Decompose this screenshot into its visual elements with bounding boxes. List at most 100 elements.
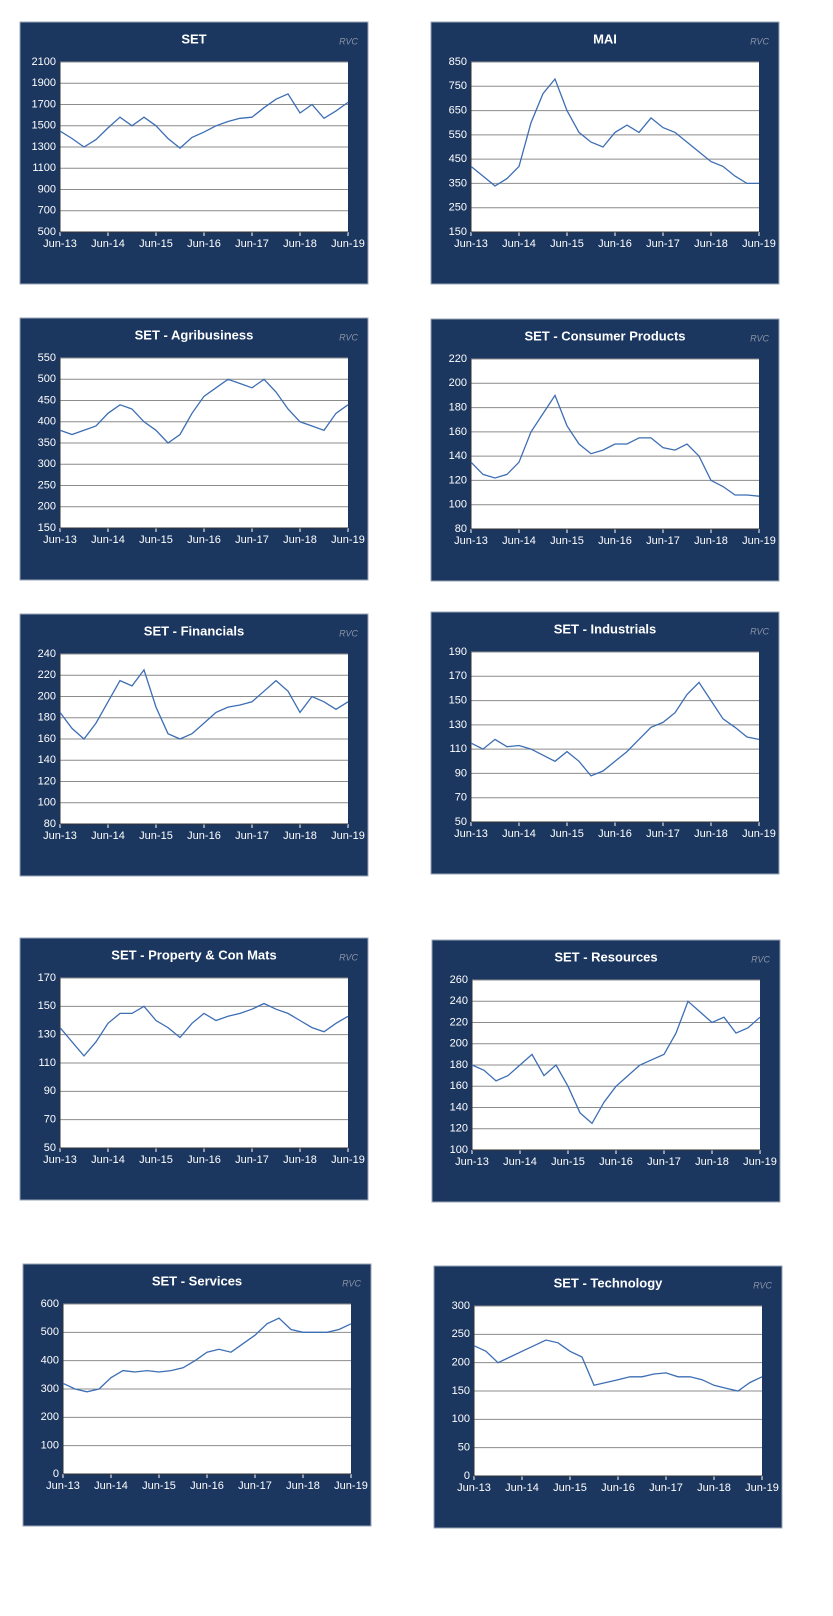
x-tick-label: Jun-18 [283,534,317,546]
x-tick-label: Jun-15 [139,238,173,250]
chart-panel: SET - Technology RVC 0 50 100 150 200 250 300 Jun… [433,1265,783,1529]
chart-title: SET - Industrials [554,621,657,636]
y-tick-label: 150 [38,1000,56,1012]
y-tick-label: 90 [44,1085,56,1097]
chart-title: SET - Resources [554,949,657,964]
y-tick-label: 180 [38,712,56,724]
x-tick-label: Jun-17 [235,238,269,250]
y-tick-label: 0 [53,1468,59,1480]
x-tick-label: Jun-14 [91,534,125,546]
x-tick-label: Jun-19 [742,828,776,840]
x-tick-label: Jun-18 [286,1480,320,1492]
watermark: RVC [750,36,769,46]
x-tick-label: Jun-15 [550,238,584,250]
x-tick-label: Jun-13 [43,830,77,842]
watermark: RVC [339,36,358,46]
y-tick-label: 50 [44,1142,56,1154]
watermark: RVC [339,332,358,342]
x-tick-label: Jun-18 [283,1154,317,1166]
y-tick-label: 170 [38,972,56,984]
x-tick-label: Jun-15 [139,830,173,842]
plot-area [471,652,759,822]
y-tick-label: 240 [450,995,468,1007]
y-tick-label: 100 [41,1440,59,1452]
chart-panel: SET - Services RVC 0 100 200 300 400 500 600 Jun-… [22,1263,372,1527]
y-tick-label: 450 [38,394,56,406]
line-series [470,393,760,497]
y-tick-label: 110 [449,743,467,755]
y-tick-label: 100 [449,499,467,511]
plot-area [471,62,759,232]
watermark: RVC [342,1278,361,1288]
y-tick-label: 180 [450,1059,468,1071]
y-tick-label: 130 [449,719,467,731]
x-tick-label: Jun-19 [331,238,365,250]
x-tick-label: Jun-14 [91,830,125,842]
x-tick-label: Jun-13 [454,238,488,250]
x-tick-label: Jun-16 [187,238,221,250]
x-tick-label: Jun-18 [695,1156,729,1168]
x-tick-label: Jun-16 [598,828,632,840]
y-tick-label: 1900 [32,77,56,89]
y-tick-label: 550 [449,129,467,141]
y-tick-label: 80 [455,523,467,535]
x-tick-label: Jun-17 [647,1156,681,1168]
y-tick-label: 850 [449,56,467,68]
x-tick-label: Jun-19 [742,238,776,250]
y-tick-label: 400 [38,416,56,428]
y-tick-label: 500 [38,373,56,385]
chart-panel: SET - Industrials RVC 50 70 90 110 130 150 170 19… [430,611,780,875]
y-tick-label: 160 [38,733,56,745]
y-tick-label: 190 [449,646,467,658]
chart-panel: SET RVC 500 700 900 1100 1300 1500 1700 1900 2100 J… [19,21,369,285]
y-tick-label: 700 [38,205,56,217]
y-tick-label: 200 [450,1038,468,1050]
y-tick-label: 130 [38,1029,56,1041]
x-tick-label: Jun-15 [142,1480,176,1492]
x-tick-label: Jun-15 [550,535,584,547]
x-tick-label: Jun-13 [454,535,488,547]
x-tick-label: Jun-19 [331,830,365,842]
x-tick-label: Jun-16 [601,1482,635,1494]
chart-panel: SET - Agribusiness RVC 150 200 250 300 350 400 4… [19,317,369,581]
x-tick-label: Jun-13 [455,1156,489,1168]
line-series [59,378,349,444]
x-tick-label: Jun-16 [187,534,221,546]
y-tick-label: 200 [41,1411,59,1423]
x-tick-label: Jun-16 [187,830,221,842]
chart-panel: SET - Resources RVC 100 120 140 160 180 200 220 2… [431,939,781,1203]
x-tick-label: Jun-13 [454,828,488,840]
y-tick-label: 1700 [32,98,56,110]
chart-title: SET - Financials [144,623,244,638]
x-tick-label: Jun-18 [694,828,728,840]
x-tick-label: Jun-18 [694,535,728,547]
y-tick-label: 110 [38,1057,56,1069]
y-tick-label: 120 [450,1123,468,1135]
y-tick-label: 220 [450,1016,468,1028]
y-tick-label: 100 [38,797,56,809]
watermark: RVC [339,628,358,638]
chart-title: SET - Consumer Products [524,328,685,343]
x-tick-label: Jun-17 [235,1154,269,1166]
y-tick-label: 200 [38,501,56,513]
x-tick-label: Jun-15 [551,1156,585,1168]
x-tick-label: Jun-18 [283,830,317,842]
x-tick-label: Jun-19 [334,1480,368,1492]
watermark: RVC [753,1280,772,1290]
x-tick-label: Jun-16 [599,1156,633,1168]
y-tick-label: 160 [450,1080,468,1092]
y-tick-label: 140 [38,754,56,766]
chart-panel: MAI RVC 150 250 350 450 550 650 750 850 Jun-13 Jun-… [430,21,780,285]
y-tick-label: 0 [464,1470,470,1482]
y-tick-label: 1300 [32,141,56,153]
chart-title: SET - Property & Con Mats [111,947,276,962]
y-tick-label: 350 [38,437,56,449]
x-tick-label: Jun-18 [694,238,728,250]
x-tick-label: Jun-13 [457,1482,491,1494]
y-tick-label: 240 [38,648,56,660]
x-tick-label: Jun-16 [598,238,632,250]
y-tick-label: 180 [449,401,467,413]
x-tick-label: Jun-19 [745,1482,779,1494]
line-series [62,1317,352,1393]
x-tick-label: Jun-16 [190,1480,224,1492]
